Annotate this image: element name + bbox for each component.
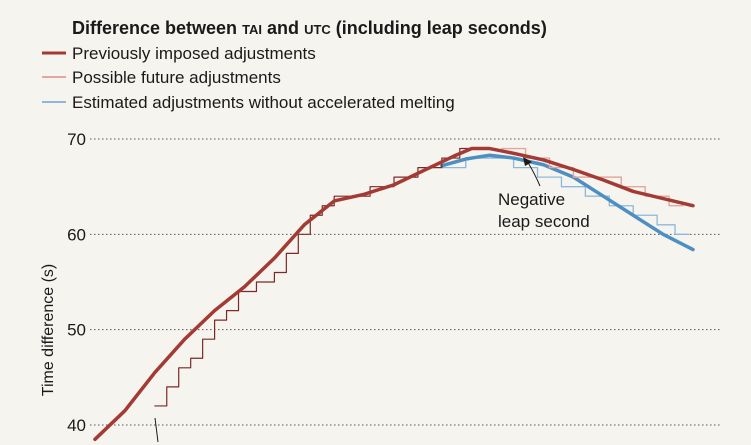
legend-label-estimated: Estimated adjustments without accelerate… [72, 93, 455, 112]
annotation-layer: Negative leap second [498, 157, 590, 231]
series-layer [93, 146, 695, 442]
chart-title-middle: and [262, 18, 304, 38]
chart-title-utc: UTC [304, 22, 331, 37]
series-previous-steps [154, 147, 475, 407]
y-tick-label-50: 50 [67, 321, 86, 340]
annotation-line-2: leap second [498, 212, 590, 231]
series-estimated-line [440, 153, 695, 252]
legend-label-future: Possible future adjustments [72, 68, 281, 87]
y-tick-label-60: 60 [67, 225, 86, 244]
y-tick-label-40: 40 [67, 416, 86, 435]
chart-title: Difference between TAI and UTC (includin… [72, 18, 547, 38]
y-tick-label-70: 70 [67, 130, 86, 149]
gridlines [90, 138, 722, 426]
chart-title-before: Difference between [72, 18, 242, 38]
series-previous-line [93, 146, 695, 442]
y-tick-labels: 40 50 60 70 [67, 130, 86, 435]
annotation-arrow-head [523, 157, 532, 166]
chart-title-after: (including leap seconds) [331, 18, 547, 38]
chart-title-tai: TAI [242, 22, 262, 37]
annotation-line-1: Negative [498, 190, 565, 209]
y-axis-label: Time difference (s) [40, 264, 57, 396]
lower-annotation-pointer [154, 417, 159, 443]
legend-label-previous: Previously imposed adjustments [72, 44, 316, 63]
